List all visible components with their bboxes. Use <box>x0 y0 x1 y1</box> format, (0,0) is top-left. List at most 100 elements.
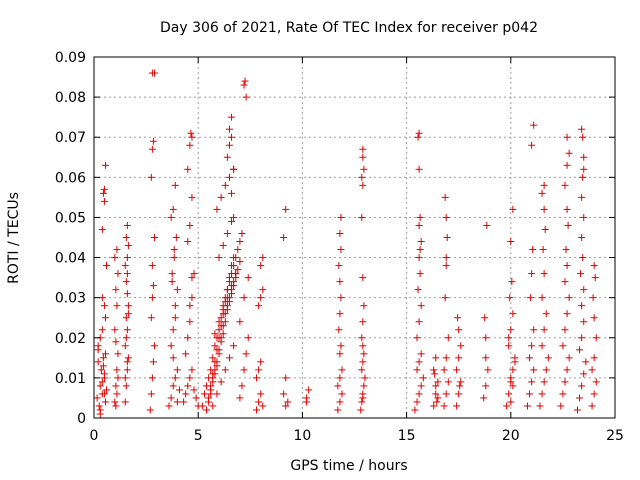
data-point <box>101 350 109 358</box>
data-point <box>538 294 546 302</box>
data-point <box>236 258 244 266</box>
data-point <box>113 390 121 398</box>
data-point <box>124 310 132 318</box>
data-point <box>590 262 598 270</box>
data-point <box>536 402 544 410</box>
data-point <box>121 398 129 406</box>
data-point <box>225 173 233 181</box>
data-point <box>96 410 104 418</box>
data-point <box>111 254 119 262</box>
data-point <box>561 326 569 334</box>
data-point <box>415 318 423 326</box>
data-point <box>101 398 109 406</box>
data-point <box>359 181 367 189</box>
data-point <box>255 302 263 310</box>
data-point <box>580 318 588 326</box>
data-point <box>582 358 590 366</box>
y-tick-label: 0.04 <box>55 251 86 267</box>
data-point <box>225 354 233 362</box>
data-point <box>150 234 158 241</box>
data-point <box>171 374 179 382</box>
data-point <box>167 394 175 402</box>
y-tick-label: 0.06 <box>55 170 86 186</box>
data-point <box>457 342 465 350</box>
data-point <box>123 290 131 298</box>
data-point <box>563 161 571 169</box>
data-point <box>443 234 451 241</box>
data-point <box>431 370 439 378</box>
data-point <box>148 145 156 153</box>
data-point <box>483 221 491 229</box>
data-point <box>180 398 188 406</box>
data-point <box>149 137 157 145</box>
data-point <box>223 302 231 310</box>
data-point <box>150 69 158 77</box>
data-point <box>360 382 368 390</box>
data-point <box>565 149 573 157</box>
data-point <box>112 286 120 294</box>
data-point <box>359 153 367 161</box>
data-point <box>186 221 194 229</box>
data-point <box>114 374 122 382</box>
data-point <box>242 350 250 358</box>
data-point <box>578 382 586 390</box>
data-point <box>580 213 588 221</box>
data-point <box>454 314 462 322</box>
data-point <box>225 274 233 282</box>
data-point <box>232 270 240 278</box>
data-point <box>228 262 236 270</box>
data-point <box>417 238 425 246</box>
data-point <box>198 402 206 410</box>
data-point <box>335 262 343 270</box>
data-point <box>440 366 448 374</box>
data-point <box>530 366 538 374</box>
data-point <box>228 189 236 197</box>
data-point <box>544 354 552 362</box>
data-point <box>336 278 344 286</box>
data-point <box>171 302 179 310</box>
data-point <box>561 378 569 386</box>
data-point <box>563 310 571 318</box>
data-point <box>455 326 463 334</box>
data-point <box>357 406 365 414</box>
data-point <box>505 334 513 342</box>
data-point <box>96 382 104 390</box>
data-point <box>230 278 238 286</box>
data-point <box>337 246 345 254</box>
data-point <box>124 302 132 310</box>
data-point <box>170 254 178 262</box>
data-point <box>94 358 102 366</box>
data-point <box>413 398 421 406</box>
data-point <box>230 165 238 173</box>
data-point <box>225 141 233 149</box>
data-point <box>563 262 571 270</box>
data-point <box>414 133 422 141</box>
data-point <box>453 402 461 410</box>
data-point <box>337 213 345 221</box>
data-point <box>484 366 492 374</box>
data-point <box>359 358 367 366</box>
data-point <box>579 254 587 262</box>
data-point <box>240 294 248 302</box>
grid-lines <box>94 57 615 418</box>
data-point <box>211 358 219 366</box>
data-point <box>207 382 215 390</box>
data-point <box>334 382 342 390</box>
data-point <box>442 213 450 221</box>
data-point <box>417 350 425 358</box>
data-point <box>360 302 368 310</box>
data-points <box>93 69 600 418</box>
data-point <box>123 254 131 262</box>
data-point <box>415 129 423 137</box>
data-point <box>230 213 238 221</box>
data-point <box>358 213 366 221</box>
data-point <box>511 358 519 366</box>
data-point <box>211 366 219 374</box>
chart-title: Day 306 of 2021, Rate Of TEC Index for r… <box>160 20 538 36</box>
data-point <box>112 402 120 410</box>
data-point <box>563 366 571 374</box>
data-point <box>114 350 122 358</box>
data-point <box>360 165 368 173</box>
data-point <box>100 390 108 398</box>
data-point <box>225 125 233 133</box>
